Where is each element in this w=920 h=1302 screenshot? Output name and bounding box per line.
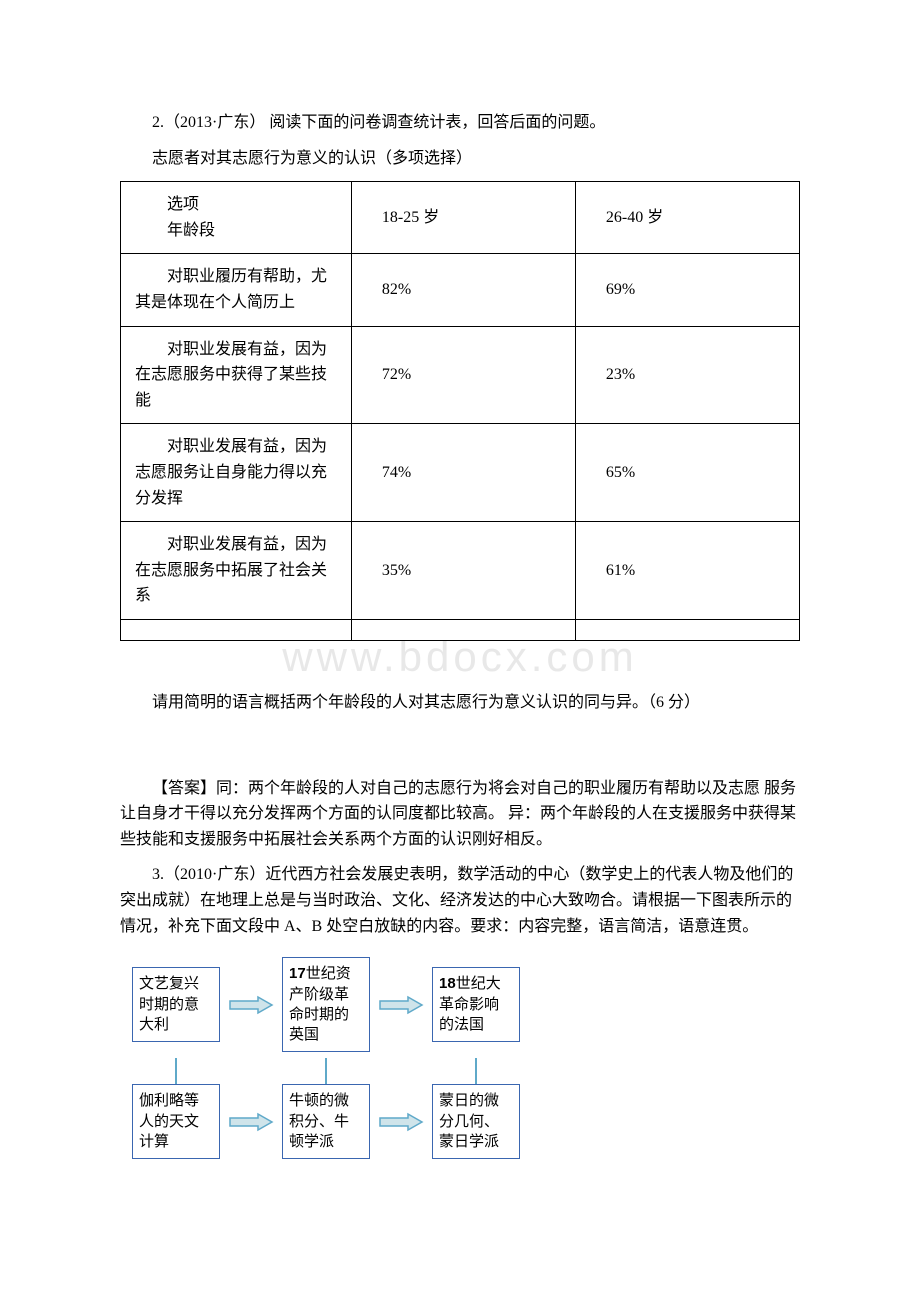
row-c1: 72% [351, 326, 575, 424]
header-col1: 18-25 岁 [351, 182, 575, 254]
connector-line [325, 1058, 327, 1084]
row-label: 对职业发展有益，因为在志愿服务中获得了某些技能 [121, 326, 352, 424]
flow-box-bottom-2: 牛顿的微积分、牛顿学派 [282, 1084, 370, 1159]
flow-box-bold: 17 [289, 965, 306, 982]
q3-prompt: 3.（2010·广东）近代西方社会发展史表明，数学活动的中心（数学史上的代表人物… [120, 862, 800, 939]
row-c1: 82% [351, 254, 575, 326]
flow-box-text: 蒙日的微分几何、蒙日学派 [439, 1093, 499, 1150]
q2-instruction: 请用简明的语言概括两个年龄段的人对其志愿行为意义认识的同与异。（6 分） [120, 690, 800, 716]
arrow-right-icon [228, 995, 274, 1015]
flow-box-text: 伽利略等人的天文计算 [139, 1093, 199, 1150]
survey-table: 选项 年龄段 18-25 岁 26-40 岁 对职业履历有帮助，尤其是体现在个人… [120, 181, 800, 641]
row-c2: 23% [575, 326, 799, 424]
q2-answer: 【答案】同：两个年龄段的人对自己的志愿行为将会对自己的职业履历有帮助以及志愿 服… [120, 776, 800, 853]
flow-box-bottom-3: 蒙日的微分几何、蒙日学派 [432, 1084, 520, 1159]
table-row: 对职业履历有帮助，尤其是体现在个人简历上 82% 69% [121, 254, 800, 326]
flow-bottom-row: 伽利略等人的天文计算 牛顿的微积分、牛顿学派 蒙日的微分几何、蒙日学派 [132, 1084, 800, 1159]
document-page: 2.（2013·广东） 阅读下面的问卷调查统计表，回答后面的问题。 志愿者对其志… [0, 0, 920, 1229]
row-c2: 65% [575, 424, 799, 522]
row-c2: 69% [575, 254, 799, 326]
row-label: 对职业发展有益，因为在志愿服务中拓展了社会关系 [121, 522, 352, 620]
flowchart: 文艺复兴时期的意大利 17世纪资产阶级革命时期的英国 18世纪大革命影响的法国 [132, 957, 800, 1159]
header-left-line2: 年龄段 [135, 218, 337, 244]
row-label: 对职业发展有益，因为志愿服务让自身能力得以充分发挥 [121, 424, 352, 522]
row-c2: 61% [575, 522, 799, 620]
flow-connector-row [132, 1058, 800, 1084]
arrow-right-icon [378, 995, 424, 1015]
arrow-right-icon [228, 1112, 274, 1132]
flow-box-text: 牛顿的微积分、牛顿学派 [289, 1093, 349, 1150]
header-col2: 26-40 岁 [575, 182, 799, 254]
row-label: 对职业履历有帮助，尤其是体现在个人简历上 [121, 254, 352, 326]
flow-box-bottom-1: 伽利略等人的天文计算 [132, 1084, 220, 1159]
header-left-line1: 选项 [135, 192, 337, 218]
table-empty-row [121, 619, 800, 640]
header-left-cell: 选项 年龄段 [121, 182, 352, 254]
table-row: 对职业发展有益，因为在志愿服务中获得了某些技能 72% 23% [121, 326, 800, 424]
row-c1: 35% [351, 522, 575, 620]
blank-space [120, 726, 800, 766]
flow-box-top-1: 文艺复兴时期的意大利 [132, 967, 220, 1042]
q2-caption: 志愿者对其志愿行为意义的认识（多项选择） [120, 146, 800, 172]
arrow-right-icon [378, 1112, 424, 1132]
q2-prompt: 2.（2013·广东） 阅读下面的问卷调查统计表，回答后面的问题。 [120, 110, 800, 136]
flow-box-top-3: 18世纪大革命影响的法国 [432, 967, 520, 1042]
row-c1: 74% [351, 424, 575, 522]
table-header-row: 选项 年龄段 18-25 岁 26-40 岁 [121, 182, 800, 254]
connector-line [475, 1058, 477, 1084]
flow-box-text: 文艺复兴时期的意大利 [139, 976, 199, 1033]
flow-box-top-2: 17世纪资产阶级革命时期的英国 [282, 957, 370, 1052]
flow-top-row: 文艺复兴时期的意大利 17世纪资产阶级革命时期的英国 18世纪大革命影响的法国 [132, 957, 800, 1052]
connector-line [175, 1058, 177, 1084]
table-row: 对职业发展有益，因为在志愿服务中拓展了社会关系 35% 61% [121, 522, 800, 620]
table-row: 对职业发展有益，因为志愿服务让自身能力得以充分发挥 74% 65% [121, 424, 800, 522]
flow-box-bold: 18 [439, 975, 456, 992]
